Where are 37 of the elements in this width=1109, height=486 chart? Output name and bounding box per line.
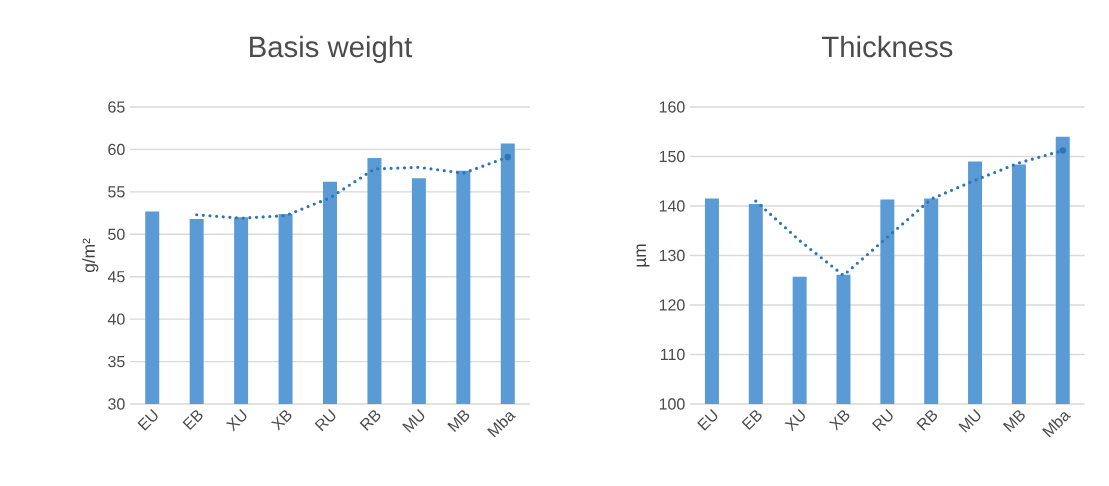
x-tick-label: MU (402, 409, 425, 433)
x-tick-label: RB (359, 410, 381, 431)
y-axis-title: µm (636, 244, 650, 267)
y-tick-label: 65 (108, 101, 125, 113)
x-tick-label: XU (225, 409, 247, 432)
x-tick-label: EU (697, 409, 718, 431)
y-tick-label: 30 (108, 398, 125, 410)
y-tick-label: 35 (108, 355, 125, 368)
y-tick-label: 150 (659, 150, 685, 163)
y-tick-label: 160 (659, 101, 685, 113)
x-tick-label: EB (182, 410, 203, 431)
x-tick-label: XU (784, 409, 805, 432)
x-tick-label: XB (270, 410, 292, 431)
y-tick-label: 110 (661, 348, 685, 361)
y-tick-label: 50 (108, 228, 125, 240)
y-tick-label: 60 (108, 143, 125, 156)
x-tick-label: EU (137, 409, 158, 431)
x-tick-label: XB (828, 410, 850, 431)
x-tick-label: RU (871, 409, 893, 432)
x-tick-label: MU (958, 409, 981, 433)
x-tick-label: MB (447, 410, 470, 432)
y-tick-label: 140 (659, 200, 685, 212)
x-tick-label: RB (916, 410, 938, 431)
x-tick-label: RU (314, 409, 336, 432)
y-axis-title: g/m² (82, 238, 99, 273)
x-tick-label: MB (1002, 410, 1025, 432)
chart-title: Thickness (821, 35, 953, 58)
x-tick-label: EB (741, 410, 762, 431)
y-tick-label: 120 (659, 299, 685, 311)
y-tick-label: 55 (108, 186, 125, 198)
y-tick-label: 45 (107, 271, 125, 283)
x-tick-label: Mba (1042, 412, 1071, 438)
y-tick-label: 40 (107, 313, 125, 325)
y-tick-label: 130 (659, 249, 685, 262)
y-tick-label: 100 (659, 398, 685, 410)
x-tick-label: Mba (487, 412, 516, 438)
chart-title: Basis weight (250, 35, 413, 64)
